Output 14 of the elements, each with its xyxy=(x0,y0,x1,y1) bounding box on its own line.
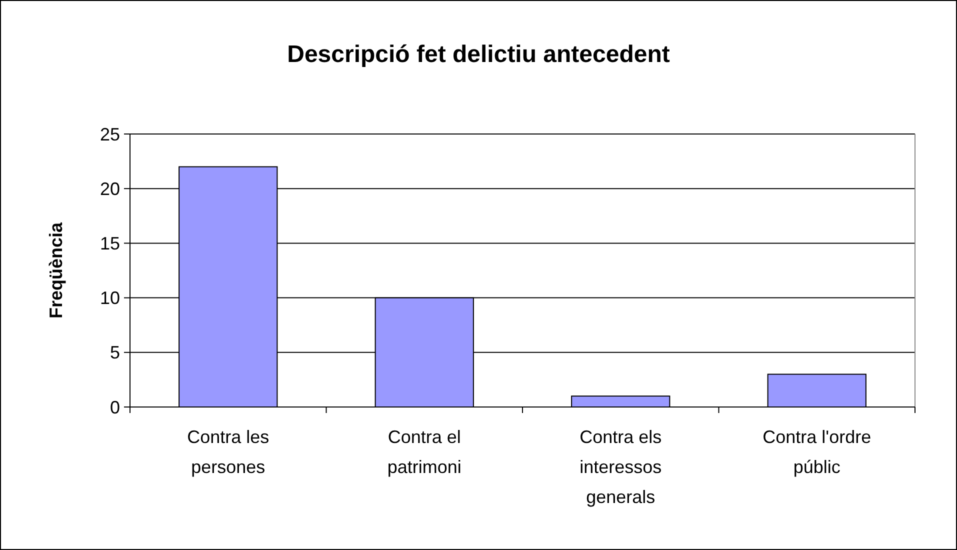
x-tick-label: Contra l'ordre públic xyxy=(762,427,872,477)
y-axis-title: Freqüència xyxy=(46,221,66,319)
bar xyxy=(767,374,866,408)
y-tick-label: 20 xyxy=(100,178,120,199)
x-tick-label: Contra les persones xyxy=(187,427,270,477)
bar xyxy=(571,396,670,408)
x-tick-label: Contra els interessos generals xyxy=(580,427,662,507)
y-tick-label: 15 xyxy=(100,234,120,254)
chart-title: Descripció fet delictiu antecedent xyxy=(287,41,670,68)
y-tick-label: 5 xyxy=(110,342,120,363)
y-tick-label: 10 xyxy=(100,288,120,308)
x-tick-label: Contra el patrimoni xyxy=(387,427,462,477)
y-tick-label: 25 xyxy=(100,124,120,144)
y-tick-label: 0 xyxy=(110,397,120,418)
